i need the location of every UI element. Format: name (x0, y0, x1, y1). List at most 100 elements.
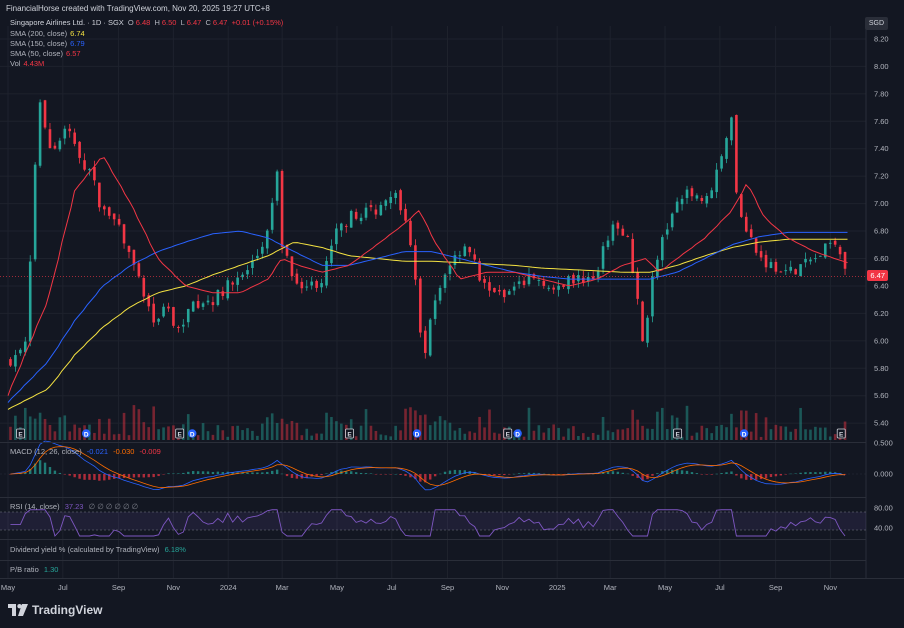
candle-body (162, 306, 165, 317)
candle-body (102, 206, 106, 210)
sma50-value: 6.57 (65, 49, 81, 58)
dividend-legend[interactable]: Dividend yield % (calculated by TradingV… (10, 545, 186, 554)
volume-legend[interactable]: Vol 4.43M (10, 59, 44, 68)
candle-body (14, 355, 17, 367)
candle-body (764, 254, 768, 268)
symbol-name[interactable]: Singapore Airlines Ltd. · 1D · SGX (10, 18, 124, 27)
volume-bar (419, 415, 422, 440)
candle-body (577, 275, 580, 282)
sma50-legend[interactable]: SMA (50, close) 6.57 (10, 49, 81, 58)
macd-histogram-bar (547, 473, 550, 475)
tradingview-logo[interactable]: TradingView (8, 603, 102, 617)
macd-histogram-bar (152, 474, 155, 478)
volume-bar (567, 428, 570, 440)
macd-histogram-bar (804, 472, 807, 474)
volume-bar (122, 412, 126, 440)
volume-bar (527, 407, 531, 440)
candle-body (725, 138, 728, 159)
low-label: L (180, 18, 185, 27)
candle-body (78, 141, 81, 158)
pane-divider-pb[interactable] (0, 560, 866, 561)
macd-histogram-bar (389, 474, 392, 475)
pane-divider-dividend[interactable] (0, 539, 866, 540)
volume-bar (43, 418, 47, 440)
chart-header: FinancialHorse created with TradingView.… (6, 4, 270, 13)
volume-bar (132, 405, 136, 440)
volume-bar (48, 425, 52, 440)
macd-histogram-bar (656, 473, 659, 474)
candle-body (611, 224, 615, 241)
volume-bar (112, 434, 116, 440)
macd-label: MACD (12, 26, close) (10, 447, 82, 456)
candle-body (310, 281, 314, 286)
macd-histogram-bar (626, 473, 629, 475)
volume-bar (414, 410, 417, 440)
candle-body (789, 266, 793, 271)
macd-histogram-bar (167, 473, 170, 474)
candle-body (265, 230, 269, 249)
marker-label: E (18, 431, 23, 438)
macd-histogram-bar (705, 474, 708, 475)
rsi-legend[interactable]: RSI (14, close) 37.23 ∅ ∅ ∅ ∅ ∅ ∅ (10, 502, 138, 511)
macd-histogram-bar (735, 474, 738, 476)
candle-body (670, 213, 674, 228)
macd-histogram-bar (53, 470, 57, 474)
candle-body (710, 190, 714, 199)
volume-bar (93, 432, 96, 440)
currency-badge[interactable]: SGD (864, 17, 888, 30)
macd-histogram-bar (537, 473, 541, 474)
ohlc-readout: O 6.48 H 6.50 L 6.47 C 6.47 +0.01 (+0.15%) (126, 18, 283, 27)
volume-bar (325, 412, 328, 440)
pb-legend[interactable]: P/B ratio 1.30 (10, 565, 58, 574)
candle-body (389, 196, 393, 204)
macd-axis-label: 0.000 (874, 470, 893, 479)
macd-histogram-bar (789, 473, 792, 475)
macd-histogram-bar (730, 471, 733, 474)
macd-histogram-bar (517, 473, 521, 474)
x-tick-label: 2025 (549, 583, 566, 592)
pane-divider-macd[interactable] (0, 442, 866, 443)
macd-histogram-bar (754, 474, 758, 480)
macd-histogram-bar (527, 472, 531, 474)
macd-group (0, 440, 866, 491)
macd-histogram-bar (764, 474, 768, 479)
volume-bar (399, 430, 402, 440)
volume-bar (473, 432, 476, 440)
candle-body (206, 300, 210, 303)
sma200-legend[interactable]: SMA (200, close) 6.74 (10, 29, 85, 38)
x-tick-label: May (658, 583, 672, 592)
marker-label: E (839, 431, 844, 438)
rsi-value: 37.23 (64, 502, 84, 511)
candle-body (833, 240, 837, 245)
candle-body (774, 261, 778, 272)
macd-histogram-bar (88, 474, 91, 480)
volume-bar (310, 435, 314, 440)
volume-bar (409, 407, 412, 440)
y-tick-label: 7.40 (874, 144, 889, 153)
candle-body (433, 300, 437, 319)
macd-histogram-bar (562, 474, 565, 475)
volume-bar (670, 415, 674, 440)
candle-body (384, 200, 388, 206)
macd-histogram-bar (666, 470, 669, 474)
macd-histogram-bar (127, 474, 131, 478)
candle-body (68, 128, 72, 132)
candle-body (48, 129, 52, 149)
candle-body (799, 264, 802, 277)
candle-body (399, 190, 402, 211)
macd-histogram-bar (38, 460, 42, 474)
volume-bar (769, 429, 773, 440)
pane-divider-rsi[interactable] (0, 497, 866, 498)
candle-body (354, 211, 358, 219)
volume-bar (606, 430, 610, 440)
volume-bar (626, 428, 630, 440)
candle-body (542, 280, 546, 286)
macd-histogram-bar (369, 473, 373, 474)
candle-body (468, 247, 472, 253)
macd-histogram-bar (522, 473, 526, 474)
sma150-legend[interactable]: SMA (150, close) 6.79 (10, 39, 85, 48)
macd-histogram-bar (221, 472, 225, 474)
candle-body (320, 283, 323, 288)
macd-legend[interactable]: MACD (12, 26, close) -0.021 -0.030 -0.00… (10, 447, 161, 456)
